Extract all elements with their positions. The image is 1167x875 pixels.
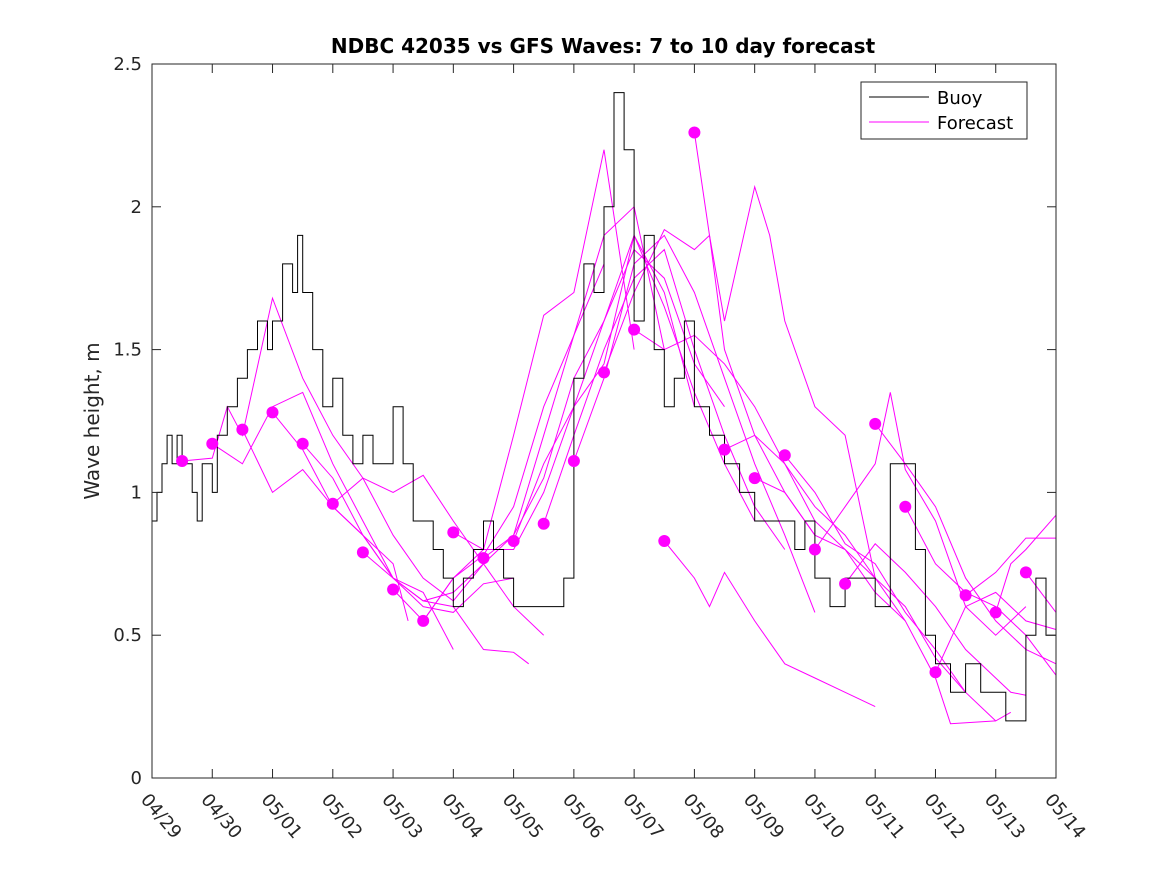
forecast-start-marker [266, 406, 279, 419]
forecast-line [422, 205, 665, 622]
y-tick-label: 0 [131, 768, 142, 789]
y-tick-label: 2 [131, 197, 142, 218]
forecast-start-marker [598, 366, 610, 379]
forecast-line [844, 543, 1026, 696]
forecast-start-marker [808, 543, 821, 556]
plot-area [152, 64, 1056, 778]
legend: Buoy Forecast [860, 81, 1028, 140]
forecast-line [182, 296, 484, 602]
forecast-start-marker [567, 455, 580, 467]
forecast-start-marker [477, 552, 490, 565]
forecast-start-marker [778, 449, 791, 462]
forecast-start-marker [206, 437, 219, 450]
forecast-start-marker [507, 535, 520, 547]
legend-forecast-label: Forecast [937, 113, 1013, 134]
forecast-line [543, 248, 786, 550]
forecast-start-marker [899, 500, 912, 513]
forecast-start-marker [356, 546, 369, 559]
forecast-line [995, 514, 1057, 613]
legend-box [860, 81, 1028, 140]
buoy-line [152, 92, 1056, 722]
forecast-line [784, 454, 1012, 722]
forecast-start-marker [688, 126, 701, 139]
forecast-start-marker [326, 497, 339, 510]
forecast-start-marker [447, 526, 460, 539]
forecast-line [663, 540, 876, 708]
forecast-start-marker [658, 535, 671, 547]
forecast-start-marker [748, 472, 761, 485]
forecast-start-marker [869, 417, 882, 430]
forecast-start-marker [718, 443, 731, 456]
forecast-line [302, 443, 454, 650]
forecast-line [1025, 572, 1057, 613]
forecast-line [332, 474, 545, 636]
forecast-start-marker [1019, 566, 1032, 579]
y-axis-title: Wave height, m [80, 342, 104, 499]
forecast-line [965, 537, 1056, 596]
y-tick-label: 0.5 [113, 625, 142, 646]
y-tick-label: 2.5 [113, 54, 142, 75]
forecast-line [724, 434, 966, 693]
forecast-start-marker [839, 577, 852, 590]
y-tick-label: 1.5 [113, 340, 142, 361]
forecast-start-markers [176, 126, 1032, 679]
y-axis-ticks: 0 0.5 1 1.5 2 2.5 [113, 54, 1056, 789]
forecast-start-marker [387, 583, 400, 596]
forecast-start-marker [537, 517, 550, 530]
forecast-start-marker [959, 589, 972, 602]
forecast-line [693, 132, 906, 622]
forecast-line [633, 329, 876, 579]
buoy-series-group [152, 92, 1056, 722]
forecast-start-marker [296, 437, 309, 450]
legend-buoy-label: Buoy [937, 88, 983, 109]
forecast-start-marker [989, 606, 1002, 619]
chart-title: NDBC 42035 vs GFS Waves: 7 to 10 day for… [331, 34, 876, 58]
forecast-line [814, 392, 1027, 636]
forecast-start-marker [929, 666, 942, 679]
forecast-line [573, 234, 816, 613]
forecast-start-marker [628, 323, 641, 336]
forecast-start-marker [236, 423, 249, 436]
forecast-start-marker [176, 455, 189, 467]
forecast-start-marker [417, 614, 430, 627]
y-tick-label: 1 [131, 482, 142, 503]
plot-frame [151, 63, 1057, 779]
